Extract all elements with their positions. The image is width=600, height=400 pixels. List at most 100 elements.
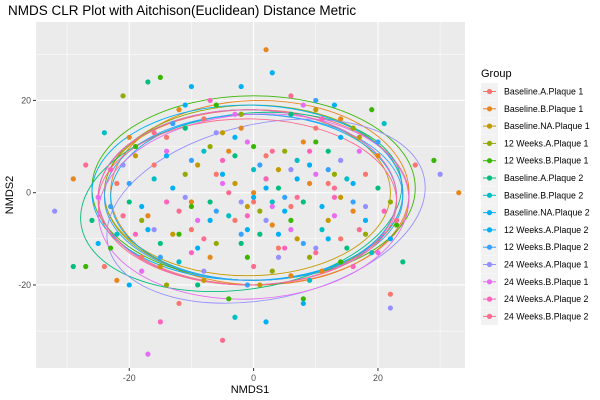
data-point — [282, 148, 288, 154]
legend-key-point — [486, 140, 493, 146]
data-point — [132, 143, 139, 150]
legend-key-point — [486, 279, 493, 285]
data-point — [157, 240, 163, 247]
data-point — [213, 240, 219, 247]
data-point — [282, 194, 288, 200]
data-point — [244, 282, 250, 288]
data-point — [244, 254, 250, 260]
data-point — [331, 171, 338, 177]
data-point — [207, 199, 213, 205]
data-point — [394, 217, 400, 223]
data-point — [213, 171, 219, 177]
data-point — [313, 125, 319, 131]
data-point — [300, 139, 306, 145]
legend-label: 24 Weeks.A.Plaque 1 — [504, 260, 589, 270]
legend-label: 12 Weeks.A.Plaque 1 — [504, 138, 589, 148]
legend-items: Baseline.A.Plaque 1 Baseline.B.Plaque 1 Ba… — [481, 83, 590, 325]
legend-key-point — [486, 227, 493, 233]
data-point — [257, 162, 263, 168]
data-point — [238, 240, 244, 247]
data-point — [170, 120, 176, 127]
data-point — [126, 180, 132, 187]
data-point — [95, 240, 101, 247]
data-point — [269, 199, 275, 205]
data-point — [275, 231, 282, 237]
data-point — [375, 185, 381, 191]
data-point — [238, 199, 244, 205]
data-point — [269, 222, 275, 228]
legend-label: Baseline.NA.Plaque 1 — [504, 121, 590, 131]
data-point — [344, 245, 350, 251]
data-point — [275, 167, 282, 173]
data-point — [325, 217, 331, 223]
data-point — [195, 162, 201, 168]
data-point — [151, 130, 157, 136]
legend-label: 24 Weeks.B.Plaque 2 — [504, 311, 589, 321]
data-point — [83, 263, 89, 270]
data-point — [83, 162, 89, 168]
legend-key-point — [486, 123, 493, 129]
legend-key-point — [486, 296, 493, 302]
data-point — [313, 250, 319, 256]
data-point — [331, 102, 338, 108]
legend-key-point — [486, 192, 493, 198]
data-point — [325, 180, 331, 187]
data-point — [294, 176, 300, 182]
data-point — [431, 157, 437, 163]
data-point — [120, 213, 126, 219]
data-point — [319, 116, 325, 122]
data-point — [114, 231, 120, 237]
data-point — [182, 194, 188, 200]
data-point — [338, 194, 344, 200]
data-point — [251, 194, 257, 200]
data-point — [157, 319, 163, 325]
data-point — [300, 300, 306, 307]
data-point — [151, 162, 157, 168]
data-point — [381, 120, 387, 127]
data-point — [294, 157, 300, 163]
x-tick-label: -20 — [123, 373, 136, 383]
data-point — [101, 263, 107, 270]
legend-label: Baseline.A.Plaque 1 — [504, 87, 583, 97]
data-point — [201, 277, 207, 283]
legend-key-point — [486, 244, 493, 250]
data-point — [238, 231, 244, 237]
data-point — [195, 217, 201, 223]
plot-panel — [36, 22, 465, 368]
data-point — [232, 314, 238, 320]
data-point — [251, 190, 257, 196]
data-point — [238, 111, 244, 117]
data-point — [207, 217, 213, 223]
legend-key-point — [486, 210, 493, 216]
data-point — [356, 134, 362, 140]
data-point — [350, 199, 356, 205]
data-point — [201, 116, 207, 122]
data-point — [101, 130, 107, 136]
data-point — [176, 259, 182, 265]
data-point — [108, 203, 114, 210]
axis-ticks: -20 0 20 -20 0 20 — [18, 95, 383, 383]
data-point — [157, 74, 163, 80]
data-point — [325, 167, 331, 173]
data-point — [188, 157, 195, 163]
data-point — [375, 139, 381, 145]
data-point — [269, 203, 275, 210]
data-point — [232, 134, 238, 140]
legend-label: 12 Weeks.B.Plaque 2 — [504, 242, 589, 252]
data-point — [350, 125, 356, 131]
data-point — [387, 291, 393, 297]
data-point — [219, 157, 226, 163]
data-point — [151, 176, 157, 182]
data-point — [182, 171, 188, 177]
data-point — [300, 296, 306, 302]
data-point — [313, 245, 319, 251]
data-point — [176, 208, 182, 214]
legend-key-point — [486, 313, 493, 319]
data-point — [282, 245, 288, 251]
data-point — [132, 153, 139, 159]
data-point — [356, 148, 362, 154]
data-point — [251, 167, 257, 173]
data-point — [188, 250, 195, 256]
data-point — [394, 222, 400, 228]
y-tick-label: -20 — [18, 280, 31, 290]
